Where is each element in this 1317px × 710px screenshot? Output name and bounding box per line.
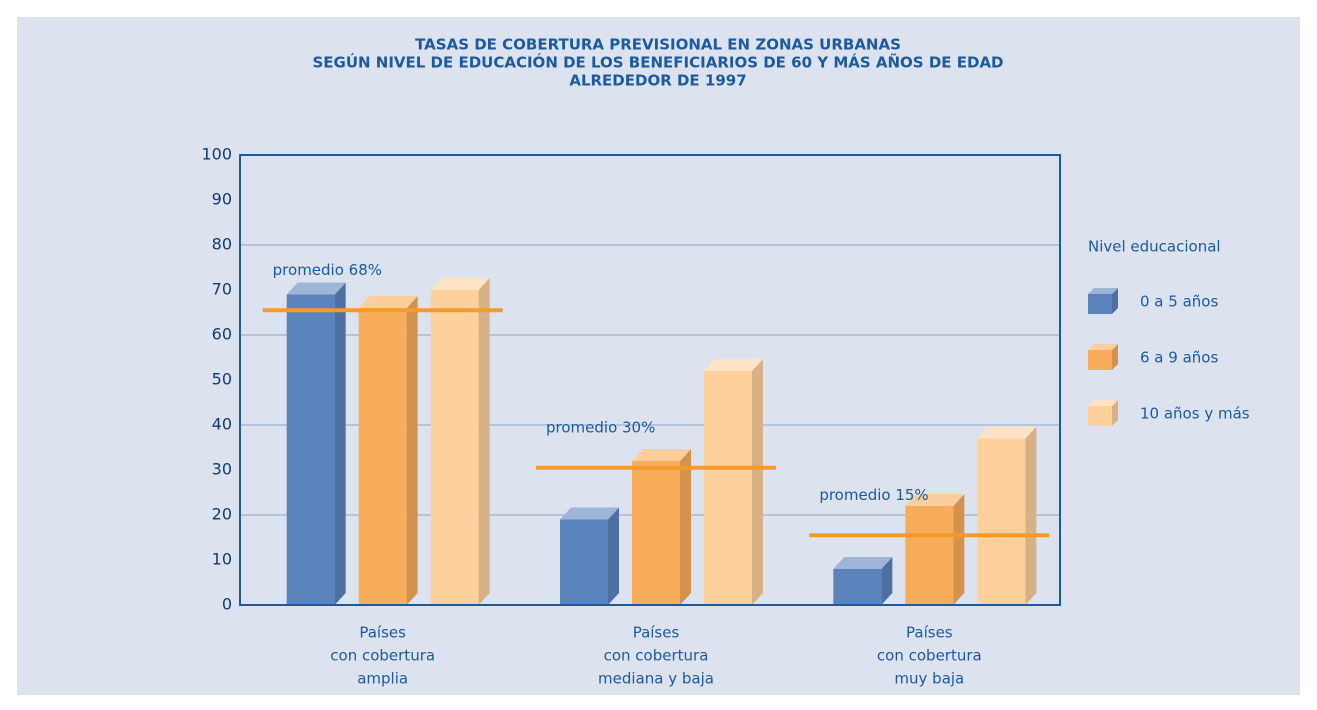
bar bbox=[905, 494, 965, 605]
bar-side bbox=[953, 494, 965, 605]
bar-side bbox=[1025, 426, 1037, 605]
bar-side bbox=[680, 449, 691, 605]
bar-side bbox=[406, 296, 418, 605]
legend-swatch-front bbox=[1088, 406, 1112, 426]
bar-side bbox=[478, 278, 490, 605]
bar-front bbox=[560, 519, 608, 605]
x-tick-label: con cobertura bbox=[877, 647, 982, 665]
bar-side bbox=[608, 507, 619, 605]
bar-top bbox=[286, 282, 346, 295]
x-tick-label: con cobertura bbox=[604, 647, 709, 665]
chart-title: SEGÚN NIVEL DE EDUCACIÓN DE LOS BENEFICI… bbox=[312, 53, 1003, 72]
annotation: promedio 68% bbox=[273, 261, 382, 279]
x-tick-label: Países bbox=[906, 624, 953, 642]
bar-top bbox=[358, 296, 418, 308]
bar bbox=[358, 296, 418, 605]
x-tick-label: Países bbox=[359, 624, 406, 642]
chart-title: TASAS DE COBERTURA PREVISIONAL EN ZONAS … bbox=[415, 36, 901, 54]
x-tick-label: mediana y baja bbox=[598, 670, 714, 688]
legend-item: 0 a 5 años bbox=[1088, 288, 1218, 314]
bar-front bbox=[430, 290, 479, 605]
legend-label: 0 a 5 años bbox=[1140, 293, 1218, 311]
y-tick-label: 30 bbox=[212, 460, 232, 479]
bar-top bbox=[977, 426, 1037, 439]
bar bbox=[632, 449, 691, 605]
bar-front bbox=[833, 569, 882, 605]
legend-swatch-side bbox=[1112, 344, 1118, 370]
y-tick-label: 60 bbox=[212, 325, 232, 344]
legend-swatch-top bbox=[1088, 344, 1118, 350]
bar-front bbox=[704, 371, 752, 605]
bar-front bbox=[905, 506, 954, 605]
bar bbox=[430, 278, 490, 605]
annotation: promedio 30% bbox=[546, 418, 655, 436]
legend-swatch-side bbox=[1112, 400, 1118, 426]
bar-top bbox=[704, 359, 763, 371]
bar-front bbox=[286, 294, 335, 605]
bar-side bbox=[881, 557, 893, 605]
x-tick-label: amplia bbox=[357, 670, 408, 688]
bar-side bbox=[334, 282, 346, 605]
bar-front bbox=[977, 438, 1026, 605]
y-tick-label: 80 bbox=[212, 235, 232, 254]
bar-top bbox=[430, 278, 490, 290]
y-tick-label: 40 bbox=[212, 415, 232, 434]
y-tick-label: 10 bbox=[212, 550, 232, 569]
annotation: promedio 15% bbox=[819, 486, 928, 504]
bar bbox=[977, 426, 1037, 605]
bar bbox=[704, 359, 763, 605]
x-tick-label: muy baja bbox=[894, 670, 964, 688]
y-tick-label: 70 bbox=[212, 280, 232, 299]
legend-swatch-top bbox=[1088, 400, 1118, 406]
legend-swatch-top bbox=[1088, 288, 1118, 294]
bar bbox=[286, 282, 346, 605]
bar-side bbox=[752, 359, 763, 605]
chart-title: ALREDEDOR DE 1997 bbox=[569, 72, 746, 90]
legend-item: 6 a 9 años bbox=[1088, 344, 1218, 370]
bar bbox=[560, 507, 619, 605]
y-tick-label: 50 bbox=[212, 370, 232, 389]
legend-label: 6 a 9 años bbox=[1140, 349, 1218, 367]
bar-top bbox=[905, 494, 965, 506]
bar-top bbox=[560, 507, 619, 520]
bar-top bbox=[833, 557, 893, 569]
legend-item: 10 años y más bbox=[1088, 400, 1250, 426]
plot-border bbox=[239, 154, 1061, 606]
legend-title: Nivel educacional bbox=[1088, 238, 1221, 256]
legend-swatch-front bbox=[1088, 350, 1112, 370]
y-tick-label: 20 bbox=[212, 505, 232, 524]
y-tick-label: 90 bbox=[212, 190, 232, 209]
x-tick-label: con cobertura bbox=[330, 647, 435, 665]
y-tick-label: 100 bbox=[201, 145, 232, 164]
bar bbox=[833, 557, 893, 605]
legend-label: 10 años y más bbox=[1140, 405, 1250, 423]
legend-swatch-side bbox=[1112, 288, 1118, 314]
bar-front bbox=[632, 461, 680, 605]
legend-swatch-front bbox=[1088, 294, 1112, 314]
bar-front bbox=[358, 308, 407, 605]
x-tick-label: Países bbox=[633, 624, 680, 642]
bar-top bbox=[632, 449, 691, 461]
y-tick-label: 0 bbox=[222, 595, 232, 614]
